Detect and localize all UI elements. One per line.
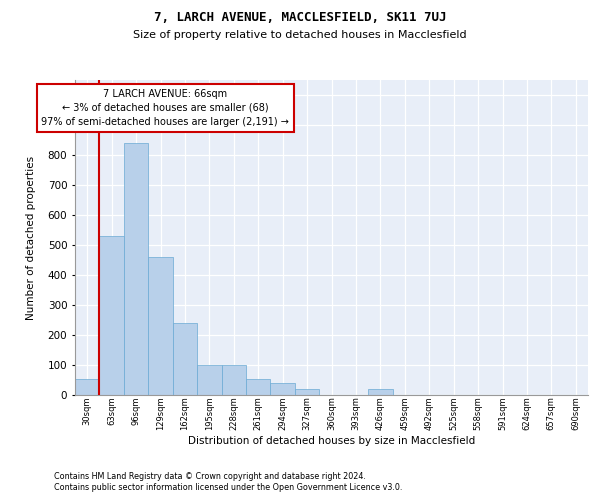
Bar [100, 236, 124, 395]
Bar [75, 378, 100, 395]
Bar [221, 365, 246, 395]
Bar [173, 323, 197, 395]
Bar [368, 389, 392, 395]
Bar [246, 378, 271, 395]
Text: 7 LARCH AVENUE: 66sqm
← 3% of detached houses are smaller (68)
97% of semi-detac: 7 LARCH AVENUE: 66sqm ← 3% of detached h… [41, 89, 289, 127]
Bar [148, 257, 173, 395]
Bar [197, 365, 221, 395]
Text: Contains public sector information licensed under the Open Government Licence v3: Contains public sector information licen… [54, 483, 403, 492]
Bar [271, 383, 295, 395]
Y-axis label: Number of detached properties: Number of detached properties [26, 156, 35, 320]
Bar [124, 143, 148, 395]
Bar [295, 389, 319, 395]
Text: Contains HM Land Registry data © Crown copyright and database right 2024.: Contains HM Land Registry data © Crown c… [54, 472, 366, 481]
Text: Size of property relative to detached houses in Macclesfield: Size of property relative to detached ho… [133, 30, 467, 40]
Text: 7, LARCH AVENUE, MACCLESFIELD, SK11 7UJ: 7, LARCH AVENUE, MACCLESFIELD, SK11 7UJ [154, 11, 446, 24]
X-axis label: Distribution of detached houses by size in Macclesfield: Distribution of detached houses by size … [188, 436, 475, 446]
